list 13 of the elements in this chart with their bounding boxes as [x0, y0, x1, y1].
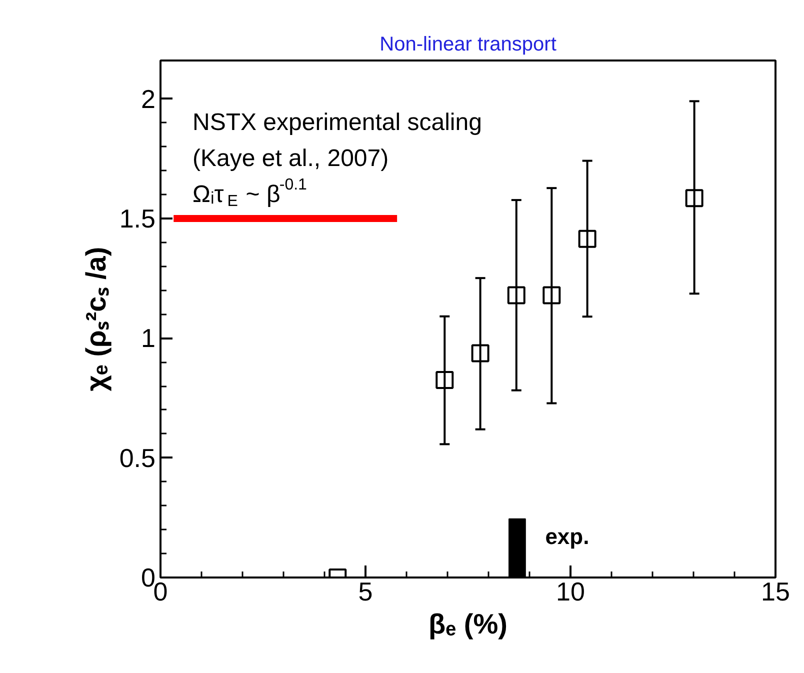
- annotation: NSTX experimental scaling: [192, 109, 482, 136]
- y-axis-title: χₑ (ρₛ²cₛ /a): [80, 246, 112, 392]
- x-tick-label: 10: [556, 576, 585, 606]
- x-tick-label: 15: [761, 576, 790, 606]
- annotation: (Kaye et al., 2007): [192, 145, 389, 172]
- x-tick-label: 5: [358, 576, 373, 606]
- annotation: exp.: [545, 524, 590, 549]
- y-tick-label: 2: [141, 84, 156, 114]
- x-axis-title: βₑ (%): [428, 608, 508, 640]
- y-tick-label: 1: [141, 323, 156, 354]
- y-tick-label: 0.5: [119, 442, 156, 473]
- y-tick-label: 1.5: [119, 203, 156, 234]
- chart-title: Non-linear transport: [380, 34, 557, 56]
